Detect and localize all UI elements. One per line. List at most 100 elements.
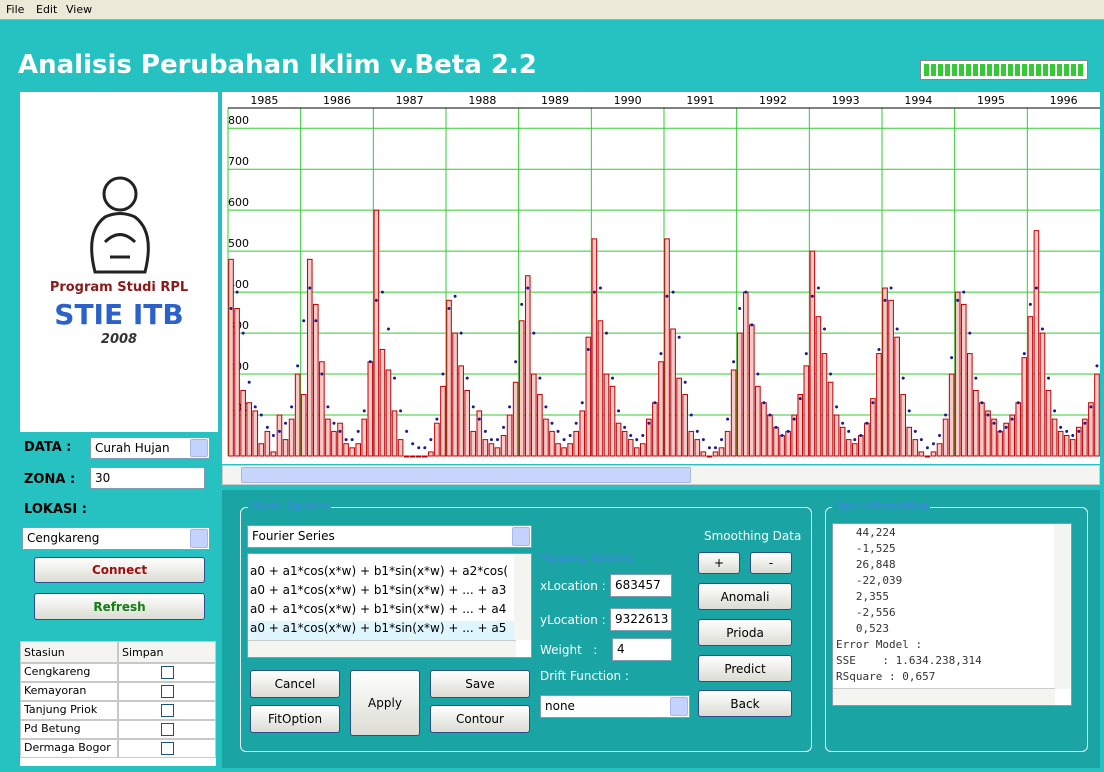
- bar: [343, 443, 349, 457]
- zona-input[interactable]: 30: [90, 467, 205, 489]
- error-line: -22,039: [836, 574, 903, 587]
- point: [302, 319, 306, 323]
- station-table: Stasiun Simpan Cengkareng Kemayoran Tanjun…: [20, 641, 216, 766]
- back-button[interactable]: Back: [698, 690, 792, 717]
- point: [235, 290, 239, 294]
- lokasi-combo[interactable]: Cengkareng: [22, 527, 210, 550]
- point: [568, 434, 572, 438]
- bar: [349, 447, 355, 457]
- bar: [470, 430, 477, 457]
- yloc-input[interactable]: 9322613: [610, 608, 672, 631]
- checkbox[interactable]: [161, 742, 174, 755]
- h-scrollbar[interactable]: [833, 688, 1055, 705]
- point: [617, 409, 621, 413]
- xloc-input[interactable]: 683457: [610, 574, 672, 597]
- bar: [797, 394, 804, 457]
- bar: [1045, 389, 1052, 457]
- bar: [664, 238, 670, 457]
- bar: [1027, 316, 1034, 457]
- bar: [415, 455, 422, 458]
- bar: [700, 451, 707, 457]
- bar: [967, 353, 973, 457]
- point: [925, 446, 929, 450]
- point: [822, 327, 826, 331]
- point: [241, 331, 245, 335]
- x-tick-label: 1989: [541, 94, 569, 107]
- point: [471, 405, 475, 409]
- table-cell: [118, 701, 216, 720]
- predict-button[interactable]: Predict: [698, 655, 792, 682]
- data-combo[interactable]: Curah Hujan: [90, 437, 210, 459]
- bar: [549, 430, 555, 457]
- point: [629, 434, 633, 438]
- anomali-button[interactable]: Anomali: [698, 583, 792, 610]
- bar: [694, 439, 701, 457]
- bar: [476, 410, 483, 457]
- point: [326, 405, 330, 409]
- bar: [355, 443, 361, 457]
- logo-text: 2008: [100, 332, 138, 347]
- refresh-button[interactable]: Refresh: [34, 593, 205, 620]
- bar: [397, 439, 404, 457]
- checkbox[interactable]: [161, 704, 174, 717]
- bar: [633, 447, 640, 457]
- table-header: Simpan: [118, 641, 216, 663]
- cancel-button[interactable]: Cancel: [250, 670, 340, 698]
- bar: [930, 451, 937, 457]
- bar: [264, 430, 271, 457]
- table-cell: [118, 682, 216, 701]
- fit-combo[interactable]: Fourier Series: [247, 525, 532, 548]
- plus-button[interactable]: +: [698, 552, 740, 574]
- apply-button[interactable]: Apply: [350, 670, 420, 736]
- label: LOKASI :: [24, 502, 87, 517]
- bar: [379, 348, 386, 457]
- point: [841, 421, 845, 425]
- weight-input[interactable]: 4: [612, 638, 672, 661]
- menu-item[interactable]: View: [66, 3, 93, 16]
- point: [853, 438, 857, 442]
- label: yLocation :: [540, 613, 606, 627]
- point: [859, 434, 863, 438]
- v-scrollbar[interactable]: [514, 554, 531, 640]
- bar: [742, 291, 749, 457]
- point: [290, 405, 294, 409]
- list-item: a0 + a1*cos(x*w) + b1*sin(x*w) + a2*cos(: [250, 564, 509, 578]
- bar: [331, 430, 337, 457]
- bar: [458, 365, 464, 457]
- point: [938, 434, 942, 438]
- bar: [712, 451, 719, 457]
- connect-button[interactable]: Connect: [34, 557, 205, 583]
- h-scrollbar[interactable]: [248, 640, 516, 657]
- scroll-thumb[interactable]: [241, 467, 691, 483]
- h-scrollbar[interactable]: [222, 465, 1100, 485]
- bar: [1082, 418, 1088, 457]
- point: [495, 438, 499, 442]
- bar: [500, 435, 507, 457]
- bar: [718, 447, 725, 457]
- minus-button[interactable]: -: [750, 552, 792, 574]
- checkbox[interactable]: [161, 685, 174, 698]
- bar: [864, 422, 870, 457]
- point: [986, 413, 990, 417]
- point: [786, 429, 790, 433]
- point: [671, 290, 675, 294]
- bar: [676, 377, 682, 457]
- menu-item[interactable]: Edit: [36, 3, 58, 16]
- drift-combo[interactable]: none: [540, 695, 690, 718]
- point: [701, 438, 705, 442]
- table-cell: [118, 663, 216, 682]
- contour-button[interactable]: Contour: [430, 705, 530, 733]
- prioda-button[interactable]: Prioda: [698, 619, 792, 646]
- dropdown-arrow: [512, 527, 530, 546]
- bar: [755, 385, 761, 457]
- checkbox[interactable]: [161, 666, 174, 679]
- menu-item[interactable]: File: [6, 3, 25, 16]
- point: [411, 442, 415, 446]
- checkbox[interactable]: [161, 723, 174, 736]
- bar: [954, 291, 961, 457]
- fitoption-button[interactable]: FitOption: [250, 705, 340, 733]
- v-scrollbar[interactable]: [1054, 524, 1071, 689]
- save-button[interactable]: Save: [430, 670, 530, 698]
- point: [677, 335, 681, 339]
- point: [508, 405, 512, 409]
